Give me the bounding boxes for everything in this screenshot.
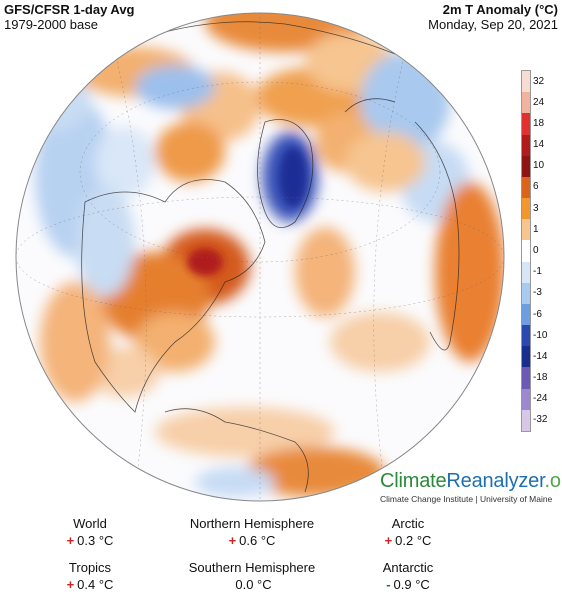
stat-sign: +: [66, 533, 75, 548]
stat-name: Southern Hemisphere: [188, 560, 316, 575]
legend-swatch: [522, 240, 530, 263]
legend-swatch: [522, 346, 530, 368]
legend-swatch: [522, 367, 530, 390]
legend-swatch: [522, 282, 530, 305]
legend-swatch: [522, 303, 530, 326]
legend-color-bar: [521, 70, 531, 432]
legend-label: -32: [533, 414, 548, 426]
stat-value: 0.9 °C: [393, 577, 430, 592]
stat-sign: +: [384, 533, 393, 548]
legend-label: -18: [533, 372, 548, 384]
brand-name-b: Reanalyzer: [446, 470, 545, 492]
product-title: GFS/CFSR 1-day Avg: [4, 2, 135, 17]
stat-northern-hemisphere: Northern Hemisphere +0.6 °C: [172, 515, 332, 549]
legend-swatch: [522, 388, 530, 411]
stat-antarctic: Antarctic -0.9 °C: [328, 559, 488, 593]
regional-stats: World +0.3 °C Northern Hemisphere +0.6 °…: [0, 515, 562, 594]
stat-tropics: Tropics +0.4 °C: [10, 559, 170, 593]
variable-title: 2m T Anomaly (°C): [442, 2, 558, 17]
legend-swatch: [522, 325, 530, 347]
stat-name: Northern Hemisphere: [189, 516, 315, 531]
stat-value: 0.2 °C: [395, 533, 432, 548]
brand-name-a: Climate: [380, 470, 447, 492]
legend-swatch: [522, 113, 530, 136]
legend-label: -6: [533, 308, 542, 320]
brand-block: ClimateReanalyzer.org Climate Change Ins…: [380, 470, 562, 504]
stat-southern-hemisphere: Southern Hemisphere 0.0 °C: [172, 559, 332, 593]
legend-label: 14: [533, 139, 545, 151]
legend-swatch: [522, 261, 530, 284]
anomaly-globe-map: [15, 12, 505, 502]
legend-label: -3: [533, 287, 542, 299]
legend-swatch: [522, 176, 530, 199]
legend-swatch: [522, 219, 530, 241]
stat-name: Antarctic: [382, 560, 434, 575]
stat-sign: -: [386, 577, 391, 592]
legend-label: 6: [533, 181, 539, 193]
stat-value: 0.0 °C: [235, 577, 272, 592]
map-header-left: GFS/CFSR 1-day Avg 1979-2000 base: [4, 2, 135, 32]
date-label: Monday, Sep 20, 2021: [428, 17, 558, 32]
stat-sign: +: [66, 577, 75, 592]
legend-label: -1: [533, 266, 542, 278]
stat-name: Tropics: [68, 560, 112, 575]
color-legend: 32 24 18 14 10 6 3 1 0 -1 -3 -6 -10 -14 -18 -24 -32: [521, 70, 559, 432]
legend-label: -10: [533, 329, 548, 341]
stat-name: World: [73, 516, 107, 531]
legend-swatch: [522, 71, 530, 93]
legend-label: 1: [533, 223, 539, 235]
legend-label: 32: [533, 75, 545, 87]
brand-logo-text: ClimateReanalyzer.org: [380, 470, 562, 492]
stat-sign: +: [228, 533, 237, 548]
legend-swatch: [522, 92, 530, 114]
legend-label: -24: [533, 393, 548, 405]
stat-world: World +0.3 °C: [10, 515, 170, 549]
legend-label: 18: [533, 117, 545, 129]
stat-arctic: Arctic +0.2 °C: [328, 515, 488, 549]
map-header-right: 2m T Anomaly (°C) Monday, Sep 20, 2021: [428, 2, 558, 32]
brand-name-suffix: .org: [544, 470, 562, 492]
legend-label: 0: [533, 245, 539, 256]
stat-value: 0.4 °C: [77, 577, 114, 592]
baseline-label: 1979-2000 base: [4, 17, 98, 32]
stat-name: Arctic: [391, 516, 425, 531]
stat-value: 0.6 °C: [239, 533, 276, 548]
legend-label: -14: [533, 350, 548, 362]
legend-swatch: [522, 155, 530, 178]
legend-swatch: [522, 198, 530, 220]
legend-swatch: [522, 409, 530, 432]
legend-swatch: [522, 134, 530, 157]
legend-label: 10: [533, 160, 545, 172]
legend-label: 24: [533, 96, 545, 108]
legend-label: 3: [533, 202, 539, 214]
stat-value: 0.3 °C: [77, 533, 114, 548]
brand-subtitle: Climate Change Institute | University of…: [380, 494, 553, 504]
